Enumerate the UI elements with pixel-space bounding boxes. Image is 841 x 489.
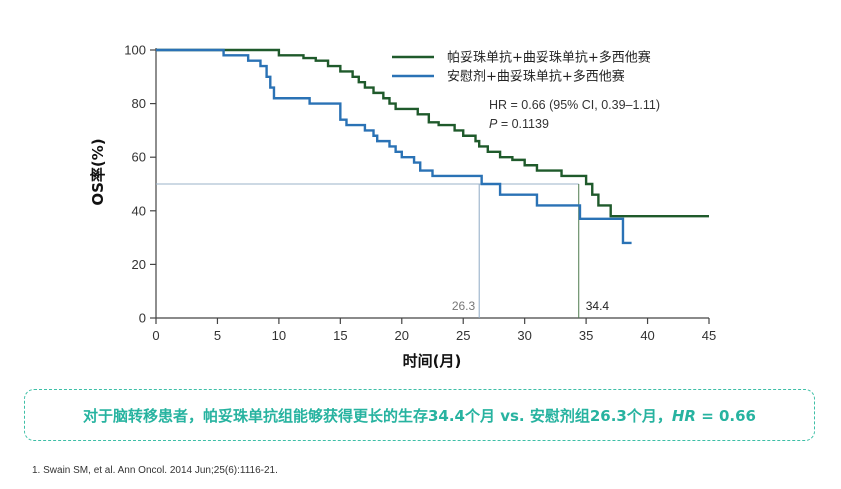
median-label: 26.3 [452, 299, 476, 313]
y-tick-label: 100 [124, 43, 146, 58]
series-line [156, 48, 709, 218]
median-lines: 26.3 34.4 [156, 183, 610, 318]
y-tick-label: 40 [132, 203, 146, 218]
y-axis-label: OS率(%) [89, 138, 107, 205]
y-tick-label: 0 [139, 311, 146, 326]
p-annotation: P = 0.1139 [489, 117, 549, 131]
x-tick-label: 0 [152, 328, 159, 343]
survival-curves [156, 48, 709, 245]
p-label: P [489, 117, 498, 131]
x-tick-label: 40 [640, 328, 654, 343]
x-tick-label: 5 [214, 328, 221, 343]
summary-hr-label: HR [671, 406, 696, 425]
x-tick-label: 30 [517, 328, 531, 343]
x-tick-label: 45 [702, 328, 716, 343]
x-tick-label: 10 [272, 328, 286, 343]
y-tick-label: 80 [132, 96, 146, 111]
summary-hr-value: = 0.66 [695, 406, 756, 425]
y-tick-label: 20 [132, 257, 146, 272]
y-tick-label: 60 [132, 150, 146, 165]
series-line [156, 48, 632, 245]
summary-text: 对于脑转移患者，帕妥珠单抗组能够获得更长的生存34.4个月 vs. 安慰剂组26… [83, 405, 756, 426]
p-value: = 0.1139 [497, 117, 549, 131]
x-tick-label: 25 [456, 328, 470, 343]
legend-entry: 帕妥珠单抗+曲妥珠单抗+多西他赛 [447, 50, 651, 66]
legend-entry: 安慰剂+曲妥珠单抗+多西他赛 [447, 69, 625, 85]
x-axis-label: 时间(月) [403, 352, 462, 370]
median-label: 34.4 [586, 299, 610, 313]
hr-annotation: HR = 0.66 (95% CI, 0.39–1.11) [489, 98, 660, 112]
tick-labels: 0 20 40 60 80 100 0 5 10 15 20 25 30 35 40 45 [124, 43, 716, 344]
summary-body: 对于脑转移患者，帕妥珠单抗组能够获得更长的生存34.4个月 vs. 安慰剂组26… [82, 406, 672, 425]
reference-citation: 1. Swain SM, et al. Ann Oncol. 2014 Jun;… [32, 465, 278, 476]
x-tick-label: 35 [579, 328, 593, 343]
summary-callout: 对于脑转移患者，帕妥珠单抗组能够获得更长的生存34.4个月 vs. 安慰剂组26… [24, 389, 815, 441]
x-tick-label: 20 [395, 328, 409, 343]
x-tick-label: 15 [333, 328, 347, 343]
axes [150, 48, 710, 324]
